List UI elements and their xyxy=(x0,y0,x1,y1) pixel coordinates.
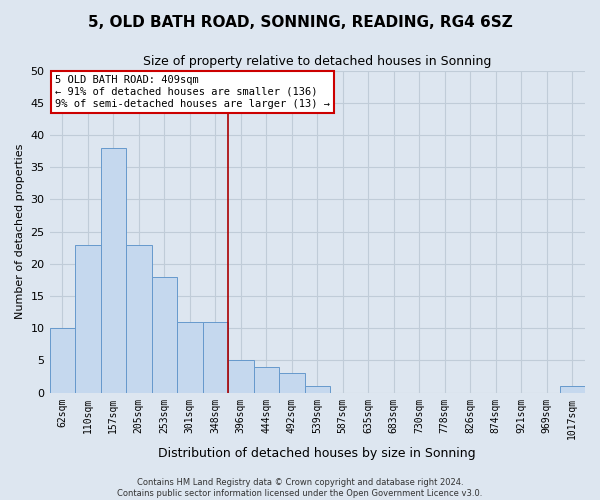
Text: Contains HM Land Registry data © Crown copyright and database right 2024.
Contai: Contains HM Land Registry data © Crown c… xyxy=(118,478,482,498)
Bar xyxy=(560,386,585,392)
Bar xyxy=(203,322,228,392)
Y-axis label: Number of detached properties: Number of detached properties xyxy=(15,144,25,320)
Title: Size of property relative to detached houses in Sonning: Size of property relative to detached ho… xyxy=(143,55,491,68)
Bar xyxy=(75,244,101,392)
Text: 5, OLD BATH ROAD, SONNING, READING, RG4 6SZ: 5, OLD BATH ROAD, SONNING, READING, RG4 … xyxy=(88,15,512,30)
Bar xyxy=(279,374,305,392)
Bar xyxy=(228,360,254,392)
Bar xyxy=(101,148,126,392)
Bar xyxy=(126,244,152,392)
Text: 5 OLD BATH ROAD: 409sqm
← 91% of detached houses are smaller (136)
9% of semi-de: 5 OLD BATH ROAD: 409sqm ← 91% of detache… xyxy=(55,76,330,108)
Bar xyxy=(305,386,330,392)
Bar xyxy=(152,276,177,392)
Bar xyxy=(50,328,75,392)
Bar xyxy=(254,367,279,392)
Bar xyxy=(177,322,203,392)
X-axis label: Distribution of detached houses by size in Sonning: Distribution of detached houses by size … xyxy=(158,447,476,460)
